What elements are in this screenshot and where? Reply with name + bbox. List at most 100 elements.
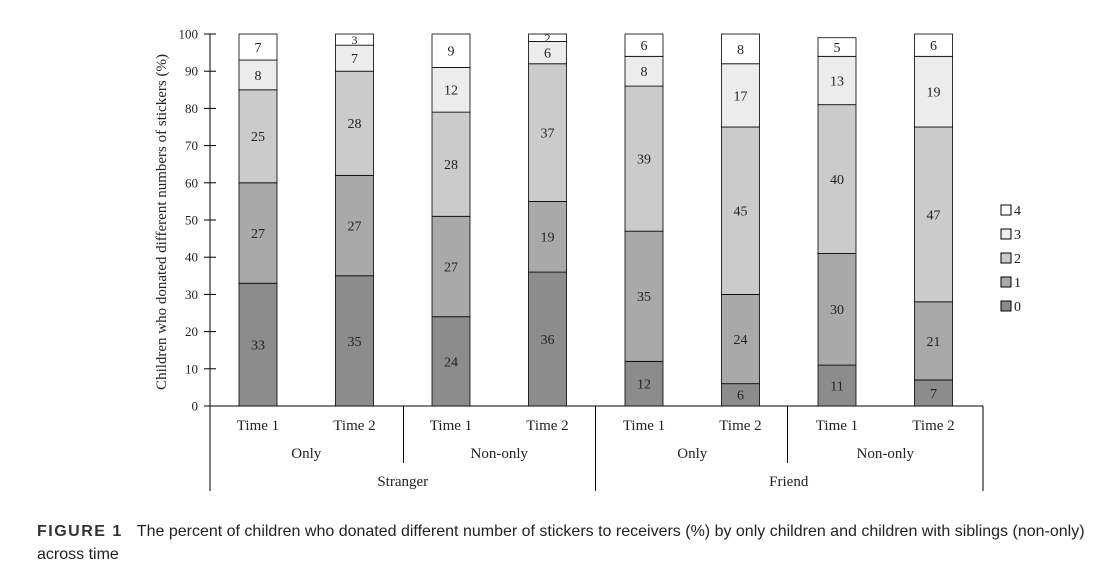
data-label: 2	[545, 31, 551, 45]
y-tick-label: 50	[185, 213, 198, 228]
legend-label: 4	[1014, 204, 1021, 219]
bar-segment	[914, 126, 953, 303]
data-label: 11	[830, 379, 843, 394]
group-label: Only	[677, 446, 708, 462]
legend-swatch	[1000, 204, 1012, 216]
bar-segment	[817, 37, 857, 57]
bar-segment	[238, 33, 278, 61]
data-label: 6	[930, 39, 937, 54]
bar-segment	[721, 126, 760, 295]
bar-segment	[624, 360, 664, 407]
x-tick-label: Time 2	[526, 418, 568, 434]
y-tick-label: 100	[179, 27, 199, 42]
group-label: Only	[291, 446, 322, 462]
legend-swatch	[1000, 276, 1012, 288]
data-label: 7	[930, 387, 937, 402]
data-label: 6	[641, 39, 648, 54]
legend-swatch	[1000, 228, 1012, 240]
bar-segment	[817, 253, 857, 366]
y-axis-label: Children who donated different numbers o…	[154, 54, 170, 390]
bar-segment	[624, 85, 664, 232]
data-label: 17	[734, 89, 748, 104]
bar-segment	[431, 215, 471, 318]
y-tick-label: 10	[185, 361, 198, 376]
bar-segment	[914, 379, 953, 407]
data-label: 8	[641, 65, 648, 80]
bar-segment	[238, 59, 278, 91]
bar-segment	[431, 33, 471, 68]
y-tick-label: 70	[185, 138, 198, 153]
data-label: 39	[637, 153, 651, 168]
bar-segment	[624, 230, 664, 362]
bar-segment	[335, 44, 374, 72]
x-tick-label: Time 2	[719, 418, 761, 434]
bar-segment	[431, 67, 471, 113]
outer-group-label: Stranger	[377, 474, 428, 490]
data-label: 6	[737, 389, 744, 404]
x-tick-label: Time 1	[430, 418, 472, 434]
legend-label: 3	[1014, 228, 1021, 243]
data-label: 19	[927, 86, 941, 101]
bar-segment	[528, 63, 567, 202]
legend-label: 1	[1014, 276, 1021, 291]
x-tick-label: Time 2	[333, 418, 375, 434]
bar-segment	[624, 55, 664, 87]
bar-segment	[238, 182, 278, 284]
data-label: 28	[348, 117, 362, 132]
data-label: 30	[830, 303, 844, 318]
bar-segment	[914, 33, 953, 57]
y-tick-label: 0	[192, 399, 199, 414]
figure-label: FIGURE 1	[37, 523, 123, 540]
bar-segment	[431, 316, 471, 407]
bar-segment	[817, 364, 857, 407]
x-tick-label: Time 1	[816, 418, 858, 434]
bar-segment	[528, 271, 567, 407]
data-label: 13	[830, 74, 844, 89]
data-label: 24	[444, 355, 458, 370]
data-label: 19	[541, 231, 555, 246]
y-tick-label: 90	[185, 64, 198, 79]
x-tick-label: Time 2	[912, 418, 954, 434]
data-label: 6	[544, 47, 551, 62]
data-label: 12	[637, 378, 651, 393]
data-label: 35	[637, 290, 651, 305]
bar-segment	[335, 70, 374, 176]
bar-segment	[914, 301, 953, 381]
bar-segment	[528, 33, 567, 42]
y-tick-label: 30	[185, 287, 198, 302]
data-label: 36	[541, 333, 555, 348]
legend-label: 2	[1014, 252, 1021, 267]
data-label: 25	[251, 130, 265, 145]
data-label: 33	[251, 339, 265, 354]
bar-segment	[335, 33, 374, 46]
legend-swatch	[1000, 252, 1012, 264]
bar-segment	[721, 293, 760, 385]
bar-segment	[335, 275, 374, 407]
data-label: 27	[444, 260, 458, 275]
data-label: 45	[734, 205, 748, 220]
bar-segment	[721, 33, 760, 65]
data-label: 5	[834, 41, 841, 56]
data-label: 28	[444, 158, 458, 173]
outer-group-label: Friend	[769, 474, 809, 490]
data-label: 7	[255, 41, 262, 56]
data-label: 37	[541, 126, 555, 141]
group-label: Non-only	[471, 446, 529, 462]
data-label: 47	[927, 208, 941, 223]
figure-caption-text: The percent of children who donated diff…	[37, 523, 1085, 563]
legend-label: 0	[1014, 300, 1021, 315]
bar-segment	[431, 111, 471, 217]
data-label: 9	[448, 45, 455, 60]
x-tick-label: Time 1	[623, 418, 665, 434]
data-label: 27	[348, 219, 362, 234]
data-label: 12	[444, 84, 458, 99]
data-label: 24	[734, 333, 748, 348]
figure-caption: FIGURE 1 The percent of children who dona…	[37, 520, 1107, 566]
data-label: 8	[737, 43, 744, 58]
y-tick-label: 80	[185, 101, 198, 116]
y-tick-label: 60	[185, 175, 198, 190]
bar-segment	[238, 89, 278, 184]
legend-swatch	[1000, 300, 1012, 312]
data-label: 7	[351, 52, 358, 67]
